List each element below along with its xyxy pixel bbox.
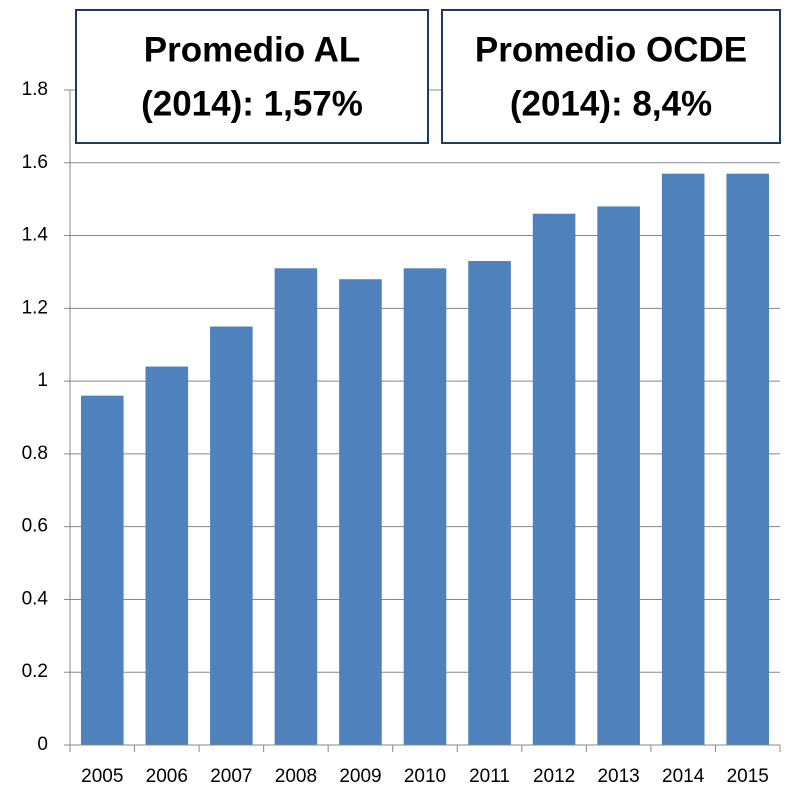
y-tick-label: 1.6 bbox=[22, 152, 48, 173]
annotation-text: (2014): 8,4% bbox=[510, 84, 712, 123]
bar bbox=[339, 279, 382, 745]
x-tick-label: 2006 bbox=[146, 766, 188, 787]
x-tick-label: 2005 bbox=[81, 766, 123, 787]
bar bbox=[80, 395, 124, 745]
x-tick-label: 2013 bbox=[597, 766, 639, 787]
bar bbox=[468, 261, 511, 745]
bar bbox=[210, 326, 253, 745]
y-tick-label: 0.6 bbox=[22, 516, 48, 537]
y-tick-label: 1.2 bbox=[22, 297, 48, 318]
bar bbox=[661, 173, 705, 745]
y-tick-label: 0 bbox=[37, 734, 48, 755]
bar bbox=[274, 268, 318, 745]
annotation-text: (2014): 1,57% bbox=[141, 84, 363, 123]
bar bbox=[597, 206, 640, 745]
annotation-text: Promedio OCDE bbox=[475, 30, 747, 69]
annotation-box bbox=[75, 9, 429, 144]
bar bbox=[726, 173, 770, 745]
x-tick-label: 2012 bbox=[533, 766, 575, 787]
bar bbox=[403, 268, 447, 745]
x-tick-label: 2009 bbox=[339, 766, 381, 787]
bar bbox=[145, 366, 189, 745]
y-tick-label: 0.4 bbox=[22, 588, 49, 609]
x-tick-label: 2007 bbox=[210, 766, 252, 787]
y-tick-label: 1.4 bbox=[22, 225, 49, 246]
annotation-box bbox=[441, 9, 781, 144]
x-tick-label: 2010 bbox=[404, 766, 446, 787]
y-tick-label: 0.8 bbox=[22, 443, 48, 464]
y-tick-label: 1.8 bbox=[22, 79, 48, 100]
y-tick-label: 0.2 bbox=[22, 661, 48, 682]
x-tick-label: 2011 bbox=[469, 766, 510, 787]
y-tick-label: 1 bbox=[37, 370, 48, 391]
x-tick-label: 2014 bbox=[662, 766, 705, 787]
x-tick-label: 2015 bbox=[727, 766, 769, 787]
bar bbox=[532, 213, 576, 745]
annotation-text: Promedio AL bbox=[144, 30, 361, 69]
x-tick-label: 2008 bbox=[275, 766, 317, 787]
